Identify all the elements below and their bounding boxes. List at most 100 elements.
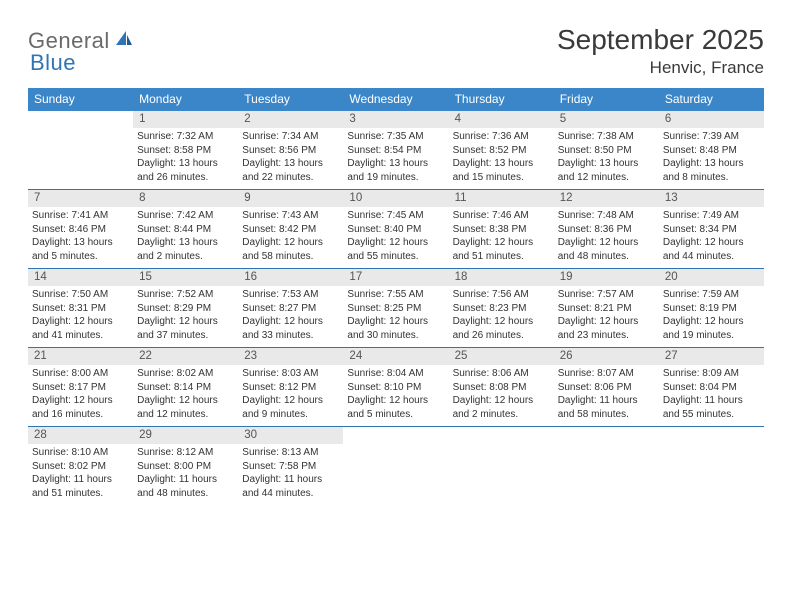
dow-saturday: Saturday — [659, 88, 764, 111]
day-info: Sunrise: 7:53 AMSunset: 8:27 PMDaylight:… — [238, 286, 343, 342]
day-info: Sunrise: 7:59 AMSunset: 8:19 PMDaylight:… — [659, 286, 764, 342]
sunset-line: Sunset: 8:14 PM — [137, 381, 234, 395]
daylight-line: Daylight: 12 hours and 5 minutes. — [347, 394, 444, 421]
dow-monday: Monday — [133, 88, 238, 111]
day-number: 15 — [133, 269, 238, 286]
sunrise-line: Sunrise: 7:43 AM — [242, 209, 339, 223]
day-number: 25 — [449, 348, 554, 365]
day-info: Sunrise: 8:12 AMSunset: 8:00 PMDaylight:… — [133, 444, 238, 500]
sunrise-line: Sunrise: 7:36 AM — [453, 130, 550, 144]
sunset-line: Sunset: 8:31 PM — [32, 302, 129, 316]
sunrise-line: Sunrise: 8:00 AM — [32, 367, 129, 381]
day-cell: 24Sunrise: 8:04 AMSunset: 8:10 PMDayligh… — [343, 348, 448, 426]
sunset-line: Sunset: 8:04 PM — [663, 381, 760, 395]
empty-day — [343, 427, 448, 444]
day-info: Sunrise: 8:07 AMSunset: 8:06 PMDaylight:… — [554, 365, 659, 421]
day-number: 20 — [659, 269, 764, 286]
day-info: Sunrise: 7:55 AMSunset: 8:25 PMDaylight:… — [343, 286, 448, 342]
daylight-line: Daylight: 13 hours and 5 minutes. — [32, 236, 129, 263]
sunrise-line: Sunrise: 8:06 AM — [453, 367, 550, 381]
sunrise-line: Sunrise: 7:56 AM — [453, 288, 550, 302]
day-info: Sunrise: 7:49 AMSunset: 8:34 PMDaylight:… — [659, 207, 764, 263]
daylight-line: Daylight: 11 hours and 51 minutes. — [32, 473, 129, 500]
logo-sail-icon — [114, 29, 134, 54]
empty-day — [449, 427, 554, 444]
daylight-line: Daylight: 13 hours and 12 minutes. — [558, 157, 655, 184]
day-number: 10 — [343, 190, 448, 207]
day-info: Sunrise: 7:42 AMSunset: 8:44 PMDaylight:… — [133, 207, 238, 263]
sunrise-line: Sunrise: 7:55 AM — [347, 288, 444, 302]
day-number: 22 — [133, 348, 238, 365]
weeks-container: 1Sunrise: 7:32 AMSunset: 8:58 PMDaylight… — [28, 111, 764, 505]
daylight-line: Daylight: 13 hours and 15 minutes. — [453, 157, 550, 184]
sunset-line: Sunset: 8:52 PM — [453, 144, 550, 158]
day-number: 12 — [554, 190, 659, 207]
day-cell: 18Sunrise: 7:56 AMSunset: 8:23 PMDayligh… — [449, 269, 554, 347]
daylight-line: Daylight: 13 hours and 8 minutes. — [663, 157, 760, 184]
day-of-week-header: Sunday Monday Tuesday Wednesday Thursday… — [28, 88, 764, 111]
day-number: 28 — [28, 427, 133, 444]
sunset-line: Sunset: 8:34 PM — [663, 223, 760, 237]
day-info: Sunrise: 8:10 AMSunset: 8:02 PMDaylight:… — [28, 444, 133, 500]
sunrise-line: Sunrise: 7:57 AM — [558, 288, 655, 302]
day-info: Sunrise: 8:00 AMSunset: 8:17 PMDaylight:… — [28, 365, 133, 421]
daylight-line: Daylight: 12 hours and 2 minutes. — [453, 394, 550, 421]
sunrise-line: Sunrise: 7:45 AM — [347, 209, 444, 223]
daylight-line: Daylight: 11 hours and 55 minutes. — [663, 394, 760, 421]
day-info: Sunrise: 8:09 AMSunset: 8:04 PMDaylight:… — [659, 365, 764, 421]
sunset-line: Sunset: 8:19 PM — [663, 302, 760, 316]
sunrise-line: Sunrise: 8:13 AM — [242, 446, 339, 460]
logo-text-blue: Blue — [30, 50, 76, 75]
week-row: 1Sunrise: 7:32 AMSunset: 8:58 PMDaylight… — [28, 111, 764, 190]
day-cell: 30Sunrise: 8:13 AMSunset: 7:58 PMDayligh… — [238, 427, 343, 505]
day-cell: 5Sunrise: 7:38 AMSunset: 8:50 PMDaylight… — [554, 111, 659, 189]
day-number: 16 — [238, 269, 343, 286]
daylight-line: Daylight: 12 hours and 12 minutes. — [137, 394, 234, 421]
day-cell: 19Sunrise: 7:57 AMSunset: 8:21 PMDayligh… — [554, 269, 659, 347]
daylight-line: Daylight: 12 hours and 30 minutes. — [347, 315, 444, 342]
daylight-line: Daylight: 12 hours and 37 minutes. — [137, 315, 234, 342]
daylight-line: Daylight: 11 hours and 58 minutes. — [558, 394, 655, 421]
dow-wednesday: Wednesday — [343, 88, 448, 111]
daylight-line: Daylight: 12 hours and 58 minutes. — [242, 236, 339, 263]
daylight-line: Daylight: 12 hours and 41 minutes. — [32, 315, 129, 342]
day-cell: 6Sunrise: 7:39 AMSunset: 8:48 PMDaylight… — [659, 111, 764, 189]
day-info: Sunrise: 7:36 AMSunset: 8:52 PMDaylight:… — [449, 128, 554, 184]
daylight-line: Daylight: 13 hours and 2 minutes. — [137, 236, 234, 263]
day-cell: 3Sunrise: 7:35 AMSunset: 8:54 PMDaylight… — [343, 111, 448, 189]
day-number: 14 — [28, 269, 133, 286]
sunset-line: Sunset: 8:27 PM — [242, 302, 339, 316]
day-cell: 8Sunrise: 7:42 AMSunset: 8:44 PMDaylight… — [133, 190, 238, 268]
sunrise-line: Sunrise: 7:35 AM — [347, 130, 444, 144]
day-number: 26 — [554, 348, 659, 365]
day-info: Sunrise: 8:06 AMSunset: 8:08 PMDaylight:… — [449, 365, 554, 421]
daylight-line: Daylight: 13 hours and 26 minutes. — [137, 157, 234, 184]
day-cell: 28Sunrise: 8:10 AMSunset: 8:02 PMDayligh… — [28, 427, 133, 505]
day-info: Sunrise: 7:35 AMSunset: 8:54 PMDaylight:… — [343, 128, 448, 184]
day-cell: 26Sunrise: 8:07 AMSunset: 8:06 PMDayligh… — [554, 348, 659, 426]
day-cell: 1Sunrise: 7:32 AMSunset: 8:58 PMDaylight… — [133, 111, 238, 189]
day-cell — [449, 427, 554, 505]
sunrise-line: Sunrise: 8:04 AM — [347, 367, 444, 381]
day-number: 2 — [238, 111, 343, 128]
day-cell — [659, 427, 764, 505]
daylight-line: Daylight: 13 hours and 22 minutes. — [242, 157, 339, 184]
daylight-line: Daylight: 11 hours and 48 minutes. — [137, 473, 234, 500]
sunset-line: Sunset: 8:29 PM — [137, 302, 234, 316]
sunset-line: Sunset: 8:23 PM — [453, 302, 550, 316]
sunrise-line: Sunrise: 7:52 AM — [137, 288, 234, 302]
sunset-line: Sunset: 8:44 PM — [137, 223, 234, 237]
daylight-line: Daylight: 12 hours and 26 minutes. — [453, 315, 550, 342]
day-number: 23 — [238, 348, 343, 365]
day-cell: 25Sunrise: 8:06 AMSunset: 8:08 PMDayligh… — [449, 348, 554, 426]
empty-day — [554, 427, 659, 444]
daylight-line: Daylight: 12 hours and 19 minutes. — [663, 315, 760, 342]
week-row: 21Sunrise: 8:00 AMSunset: 8:17 PMDayligh… — [28, 348, 764, 427]
sunset-line: Sunset: 8:08 PM — [453, 381, 550, 395]
day-info: Sunrise: 7:48 AMSunset: 8:36 PMDaylight:… — [554, 207, 659, 263]
day-info: Sunrise: 7:45 AMSunset: 8:40 PMDaylight:… — [343, 207, 448, 263]
week-row: 7Sunrise: 7:41 AMSunset: 8:46 PMDaylight… — [28, 190, 764, 269]
daylight-line: Daylight: 13 hours and 19 minutes. — [347, 157, 444, 184]
day-cell — [343, 427, 448, 505]
day-cell: 13Sunrise: 7:49 AMSunset: 8:34 PMDayligh… — [659, 190, 764, 268]
